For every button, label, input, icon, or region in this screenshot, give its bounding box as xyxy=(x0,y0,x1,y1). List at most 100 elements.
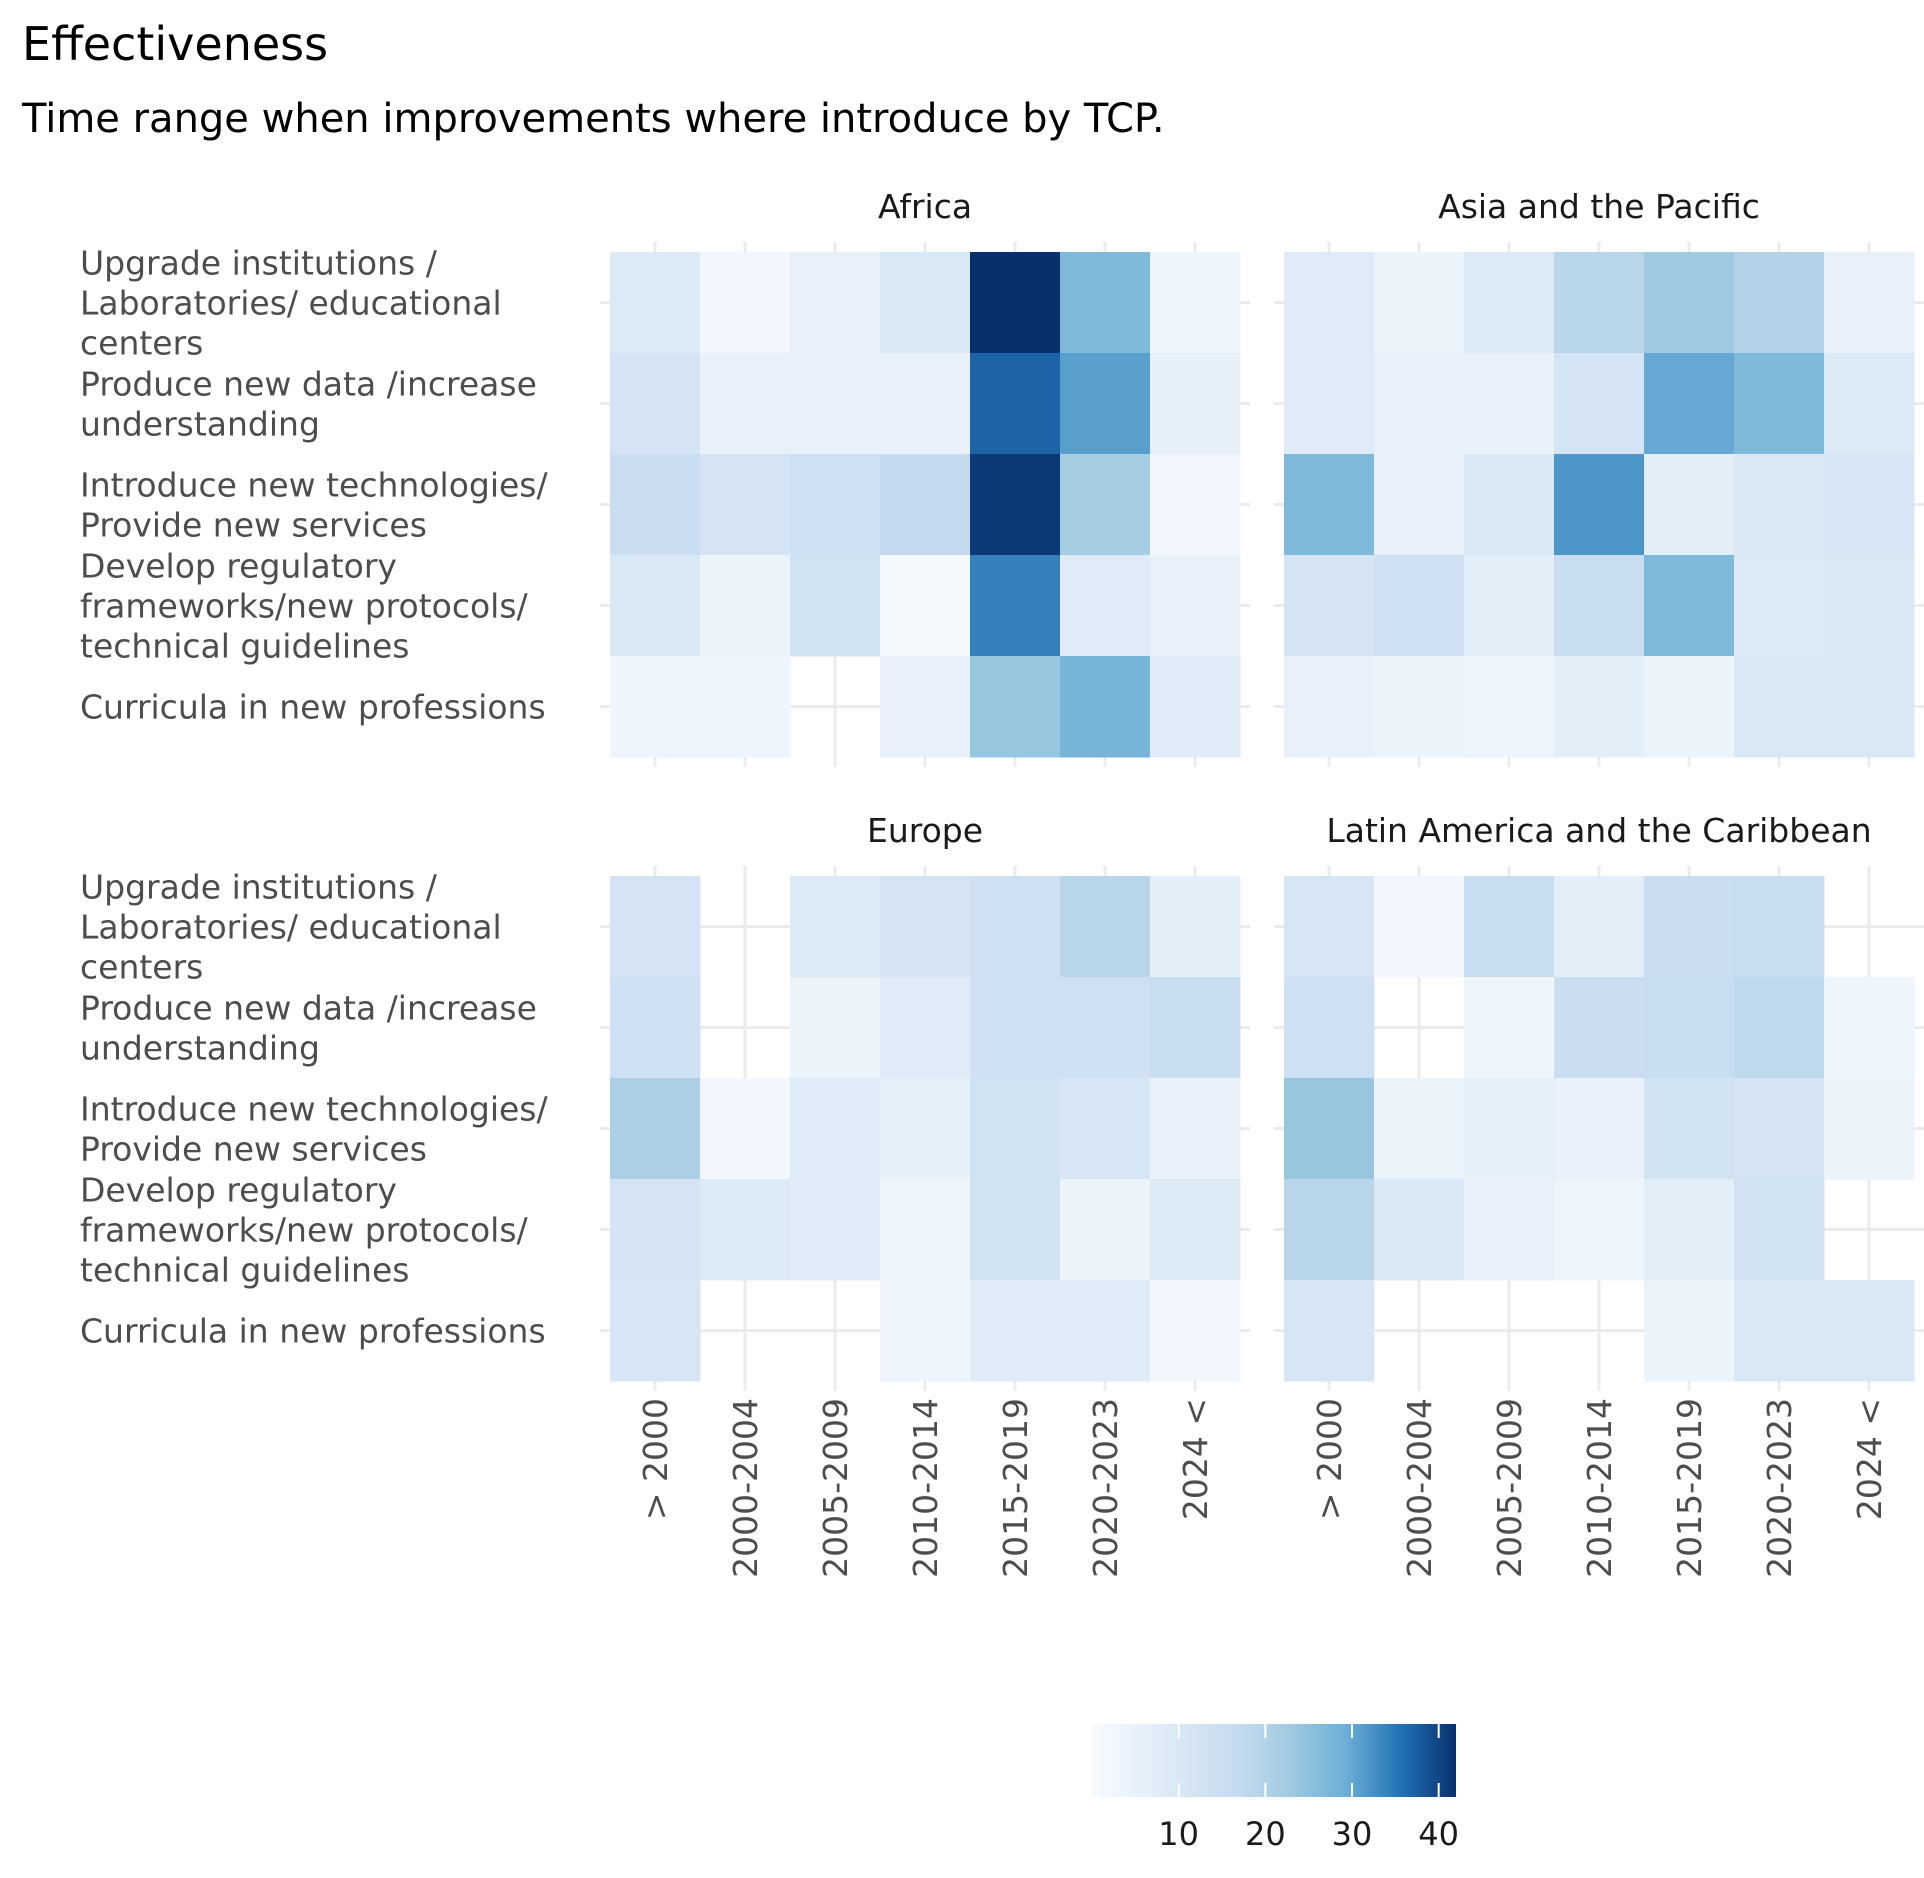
heatmap-cell xyxy=(1824,1078,1915,1180)
heatmap-cell xyxy=(1374,252,1465,354)
heatmap-cell xyxy=(1554,252,1645,354)
y-tick-label: Curricula in new professions xyxy=(80,688,546,727)
heatmap-cell xyxy=(1824,252,1915,354)
heatmap-cell xyxy=(1464,454,1555,556)
heatmap-cell xyxy=(1644,1078,1735,1180)
heatmap-cell xyxy=(1060,454,1151,556)
x-tick-label: > 2000 xyxy=(1310,1398,1349,1520)
heatmap-cell xyxy=(970,656,1061,758)
heatmap-cell xyxy=(880,454,971,556)
heatmap-cell xyxy=(1554,1179,1645,1281)
heatmap-cell xyxy=(610,1280,701,1382)
x-tick-label: 2024 < xyxy=(1176,1398,1215,1520)
heatmap-cell xyxy=(1644,656,1735,758)
heatmap-cell xyxy=(1464,252,1555,354)
heatmap-cell xyxy=(1060,977,1151,1079)
y-tick-label-line: Curricula in new professions xyxy=(80,688,546,727)
y-tick-label-line: frameworks/new protocols/ xyxy=(80,1211,529,1250)
heatmap-cell xyxy=(1554,353,1645,455)
heatmap-cell xyxy=(1284,555,1375,657)
heatmap-cell xyxy=(880,555,971,657)
heatmap-cell xyxy=(1284,454,1375,556)
heatmap-cell xyxy=(880,353,971,455)
y-tick-label-line: technical guidelines xyxy=(80,627,409,666)
heatmap-cell xyxy=(1464,1078,1555,1180)
legend-tick-label: 30 xyxy=(1332,1815,1373,1853)
x-tick-label: 2015-2019 xyxy=(996,1398,1035,1578)
heatmap-cell xyxy=(1734,977,1825,1079)
heatmap-cell xyxy=(1284,252,1375,354)
x-tick-label: 2015-2019 xyxy=(1670,1398,1709,1578)
heatmap-cell xyxy=(970,353,1061,455)
heatmap-cell xyxy=(610,1078,701,1180)
heatmap-cell xyxy=(1464,1179,1555,1281)
heatmap-cell xyxy=(970,1179,1061,1281)
heatmap-cell xyxy=(1060,555,1151,657)
heatmap-cell xyxy=(700,353,791,455)
heatmap-cell xyxy=(1734,1179,1825,1281)
heatmap-cell xyxy=(610,876,701,978)
y-tick-label-line: centers xyxy=(80,324,203,363)
heatmap-cell xyxy=(700,555,791,657)
heatmap-cell xyxy=(970,1280,1061,1382)
heatmap-cell xyxy=(1554,876,1645,978)
heatmap-cell xyxy=(790,1078,881,1180)
heatmap-cell xyxy=(1644,977,1735,1079)
legend-tick-label: 40 xyxy=(1418,1815,1459,1853)
heatmap-cell xyxy=(1284,656,1375,758)
heatmap-cell xyxy=(610,1179,701,1281)
heatmap-cell xyxy=(880,1179,971,1281)
y-tick-label-line: Produce new data /increase xyxy=(80,365,537,404)
heatmap-cell xyxy=(1284,977,1375,1079)
heatmap-cell xyxy=(1374,353,1465,455)
x-tick-label: 2010-2014 xyxy=(1580,1398,1619,1578)
y-tick-label: Introduce new technologies/Provide new s… xyxy=(80,466,548,545)
heatmap-cell xyxy=(1644,876,1735,978)
y-tick-label-line: Upgrade institutions / xyxy=(80,868,438,907)
x-tick-label: 2010-2014 xyxy=(906,1398,945,1578)
heatmap-cell xyxy=(1060,656,1151,758)
heatmap-cell xyxy=(790,876,881,978)
heatmap-cell xyxy=(1374,876,1465,978)
heatmap-cell xyxy=(1060,1078,1151,1180)
heatmap-cell xyxy=(1554,454,1645,556)
legend-colorbar xyxy=(1092,1724,1456,1797)
heatmap-cell xyxy=(1374,454,1465,556)
heatmap-cell xyxy=(1734,1078,1825,1180)
panel-1: Africa xyxy=(600,187,1250,767)
chart-title: Effectiveness xyxy=(22,17,328,71)
facet-label: Latin America and the Caribbean xyxy=(1326,811,1871,850)
heatmap-cell xyxy=(1464,555,1555,657)
heatmap-cell xyxy=(610,977,701,1079)
heatmap-cell xyxy=(1644,454,1735,556)
y-tick-label: Produce new data /increase understanding xyxy=(80,365,537,444)
heatmap-cell xyxy=(1284,353,1375,455)
heatmap-cell xyxy=(880,1078,971,1180)
heatmap-cell xyxy=(700,454,791,556)
heatmap-cell xyxy=(790,454,881,556)
heatmap-cell xyxy=(790,252,881,354)
heatmap-cell xyxy=(610,353,701,455)
y-tick-label-line: centers xyxy=(80,948,203,987)
panel-3: Europe xyxy=(600,811,1250,1391)
heatmap-cell xyxy=(1150,555,1241,657)
heatmap-cell xyxy=(1644,1280,1735,1382)
y-tick-label: Introduce new technologies/Provide new s… xyxy=(80,1090,548,1169)
heatmap-cell xyxy=(610,454,701,556)
y-tick-label-line: understanding xyxy=(80,405,320,444)
heatmap-cell xyxy=(790,353,881,455)
heatmap-cell xyxy=(1374,1078,1465,1180)
x-tick-label: 2000-2004 xyxy=(726,1398,765,1578)
heatmap-cell xyxy=(1464,876,1555,978)
heatmap-cell xyxy=(1644,555,1735,657)
heatmap-cell xyxy=(1824,353,1915,455)
x-tick-label: 2005-2009 xyxy=(816,1398,855,1578)
heatmap-cell xyxy=(1150,977,1241,1079)
heatmap-cell xyxy=(880,1280,971,1382)
legend-ticks: 10 20 30 40 xyxy=(1158,1724,1459,1853)
y-tick-label-line: Laboratories/ educational xyxy=(80,284,502,323)
heatmap-cell xyxy=(1374,1179,1465,1281)
heatmap-cell xyxy=(1464,353,1555,455)
legend-tick-label: 20 xyxy=(1245,1815,1286,1853)
